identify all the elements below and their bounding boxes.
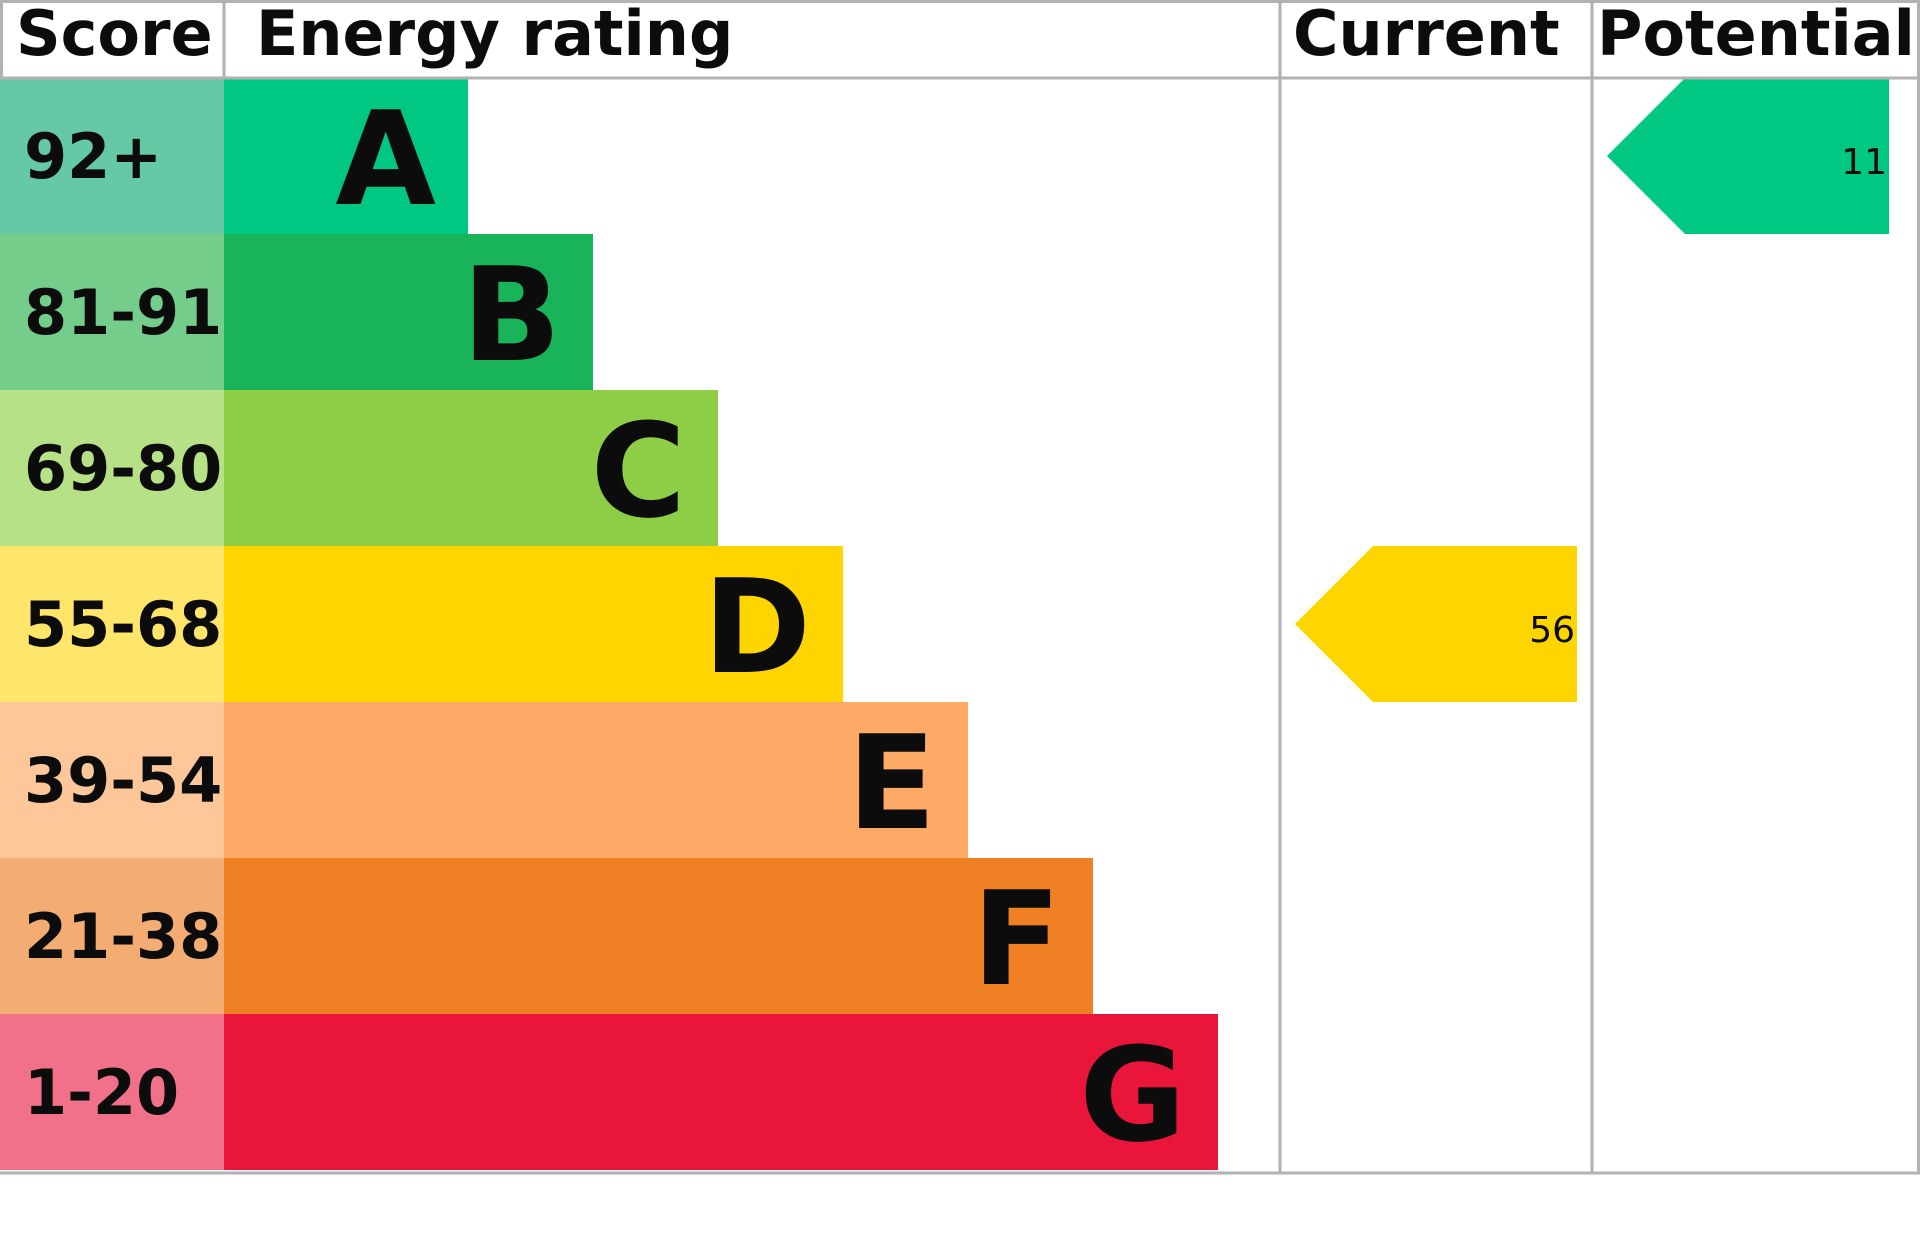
score-range-c: 69-80 [24,432,222,505]
score-cell-b [0,234,224,390]
rating-bar-g [224,1014,1218,1170]
rating-bar-c [224,390,718,546]
score-range-e: 39-54 [24,744,222,817]
score-range-d: 55-68 [24,588,222,661]
header-energy-rating: Energy rating [256,0,733,70]
rating-bar-b [224,234,593,390]
score-cell-c [0,390,224,546]
rating-bands: 92+ A 81-91 B 69-80 C 55-68 D 39-54 E 21-38 F 1-20 G [0,78,1218,1171]
header-current: Current [1293,0,1560,70]
rating-bar-d [224,546,843,702]
rating-bar-e [224,702,968,858]
score-range-b: 81-91 [24,276,222,349]
rating-bar-a [224,78,468,234]
score-cell-g [0,1014,224,1170]
header-potential: Potential [1597,0,1915,70]
current-arrow [1295,546,1577,702]
score-cell-a [0,78,224,234]
score-cell-e [0,702,224,858]
score-cell-f [0,858,224,1014]
score-range-a: 92+ [24,120,162,193]
rating-letter-f: F [972,863,1061,1015]
rating-letter-a: A [335,83,436,235]
header-score: Score [16,0,213,70]
rating-bar-f [224,858,1093,1014]
potential-value: 11 [1841,142,1887,183]
rating-arrows: 56 11 [1295,78,1889,702]
score-range-f: 21-38 [24,900,222,973]
rating-letter-c: C [591,395,686,547]
rating-letter-g: G [1079,1019,1186,1171]
rating-letter-d: D [703,551,811,703]
rating-letter-b: B [462,239,561,391]
score-range-g: 1-20 [24,1056,179,1129]
grid-lines [0,0,1920,1175]
score-cell-d [0,546,224,702]
potential-arrow [1607,78,1889,234]
rating-letter-e: E [847,707,936,859]
current-value: 56 [1529,610,1575,651]
